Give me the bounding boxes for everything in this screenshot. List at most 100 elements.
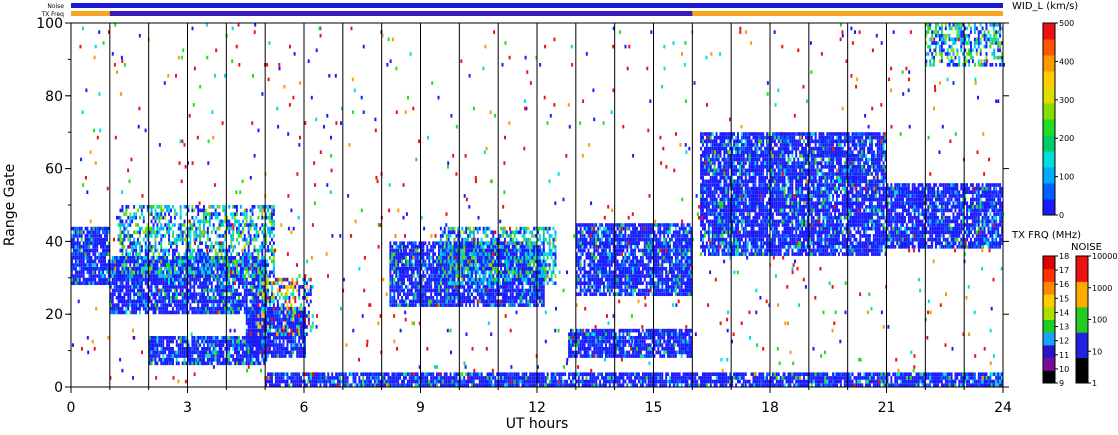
echo-cell — [127, 223, 130, 227]
echo-cell — [228, 270, 231, 275]
echo-cell — [399, 274, 402, 278]
echo-cell — [449, 248, 452, 253]
echo-cell — [206, 350, 209, 355]
echo-cell — [465, 248, 468, 253]
echo-cell — [181, 241, 184, 246]
echo-cell — [393, 285, 396, 289]
echo-cell — [482, 274, 485, 278]
echo-cell — [251, 350, 254, 355]
echo-cell — [181, 299, 184, 304]
echo-cell — [463, 288, 466, 293]
echo-cell — [414, 303, 417, 307]
echo-cell — [519, 303, 522, 307]
echo-cell — [208, 266, 211, 271]
echo-cell — [469, 234, 471, 238]
echo-cell — [222, 350, 225, 355]
echo-cell — [292, 292, 295, 297]
echo-cell — [92, 277, 95, 282]
echo-cell — [438, 277, 440, 282]
echo-cell — [191, 223, 194, 227]
echo-cell — [513, 288, 516, 293]
echo-cell — [177, 306, 180, 311]
echo-cell — [72, 230, 75, 235]
echo-cell — [222, 205, 225, 209]
echo-cell — [241, 259, 244, 264]
echo-cell — [197, 263, 200, 267]
echo-cell — [220, 234, 223, 238]
echo-cell — [123, 274, 126, 278]
echo-cell — [253, 270, 256, 275]
echo-cell — [271, 354, 273, 358]
echo-cell — [519, 245, 522, 249]
echo-cell — [203, 259, 205, 264]
echo-cell — [467, 263, 470, 267]
echo-cell — [397, 303, 400, 307]
echo-cell — [119, 237, 122, 242]
echo-cell — [117, 270, 120, 275]
echo-cell — [156, 303, 159, 307]
echo-cell — [430, 266, 433, 271]
echo-cell — [257, 303, 260, 307]
echo-cell — [274, 281, 277, 286]
echo-cell — [185, 205, 188, 209]
echo-cell — [523, 252, 526, 256]
echo-cell — [445, 274, 448, 278]
echo-cell — [504, 266, 506, 271]
echo-cell — [296, 317, 299, 322]
echo-cell — [296, 343, 299, 347]
echo-cell — [245, 357, 248, 362]
echo-cell — [224, 299, 227, 304]
echo-cell — [228, 219, 231, 224]
echo-cell — [106, 281, 108, 286]
echo-cell — [142, 299, 145, 304]
echo-cell — [261, 241, 264, 246]
echo-cell — [517, 296, 520, 300]
echo-cell — [403, 241, 405, 246]
echo-cell — [185, 212, 188, 216]
echo-cell — [129, 310, 132, 315]
echo-cell — [399, 299, 402, 304]
echo-cell — [218, 357, 221, 362]
echo-cell — [214, 230, 217, 235]
echo-cell — [90, 237, 93, 242]
echo-cell — [160, 270, 163, 275]
echo-cell — [276, 343, 279, 347]
echo-cell — [168, 361, 171, 366]
echo-cell — [261, 357, 264, 362]
echo-cell — [220, 292, 223, 297]
echo-cell — [255, 317, 258, 322]
echo-cell — [505, 256, 508, 260]
echo-cell — [175, 303, 178, 307]
echo-cell — [144, 263, 147, 267]
echo-cell — [162, 281, 165, 286]
echo-cell — [484, 230, 487, 235]
echo-cell — [195, 310, 198, 315]
echo-cell — [447, 303, 450, 307]
echo-cell — [245, 237, 248, 242]
echo-cell — [135, 310, 138, 315]
echo-cell — [158, 274, 161, 278]
echo-cell — [115, 306, 118, 311]
echo-cell — [389, 277, 392, 282]
echo-cell — [160, 274, 163, 278]
echo-cell — [121, 263, 124, 267]
echo-cell — [471, 266, 473, 271]
echo-cell — [280, 306, 283, 311]
echo-cell — [533, 288, 536, 293]
echo-cell — [156, 259, 159, 264]
echo-cell — [418, 263, 421, 267]
echo-cell — [457, 281, 460, 286]
echo-cell — [238, 285, 240, 289]
echo-cell — [127, 252, 130, 256]
echo-cell — [492, 237, 495, 242]
echo-cell — [210, 357, 213, 362]
echo-cell — [80, 270, 83, 275]
echo-cell — [271, 215, 273, 220]
echo-cell — [502, 288, 505, 293]
echo-cell — [434, 277, 437, 282]
echo-cell — [436, 263, 438, 267]
echo-cell — [148, 350, 151, 355]
echo-cell — [257, 354, 260, 358]
echo-cell — [276, 328, 279, 333]
echo-cell — [214, 274, 217, 278]
